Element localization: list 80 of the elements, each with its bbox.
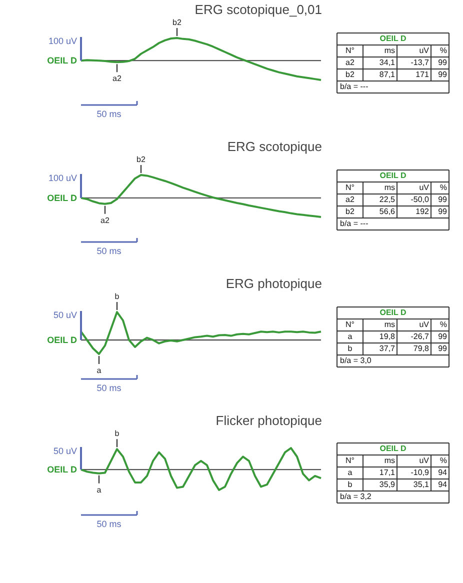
text: b: [348, 480, 353, 489]
text: OEIL D: [47, 464, 78, 475]
text: OEIL D: [380, 171, 406, 180]
text: -10,9: [410, 468, 430, 477]
text: 171: [416, 70, 430, 79]
text: 17,1: [379, 468, 396, 477]
text: 99: [438, 332, 448, 341]
text: b2: [136, 155, 146, 164]
chart-title: ERG scotopique_0,01: [194, 2, 322, 18]
text: a: [348, 332, 353, 341]
text: OEIL D: [380, 308, 406, 317]
text: 37,7: [379, 344, 396, 353]
text: %: [440, 456, 447, 465]
text: 100 uV: [48, 173, 77, 183]
text: 50 ms: [96, 109, 122, 119]
text: 94: [438, 480, 448, 489]
text: OEIL D: [380, 444, 406, 453]
text: N°: [346, 46, 354, 55]
text: uV: [419, 183, 430, 192]
text: OEIL D: [380, 34, 406, 43]
text: uV: [419, 320, 430, 329]
text: a: [348, 468, 353, 477]
chart-title: Flicker photopique: [216, 413, 322, 428]
text: 56,6: [379, 207, 396, 216]
text: OEIL D: [47, 56, 78, 66]
text: ms: [384, 320, 395, 329]
text: 100 uV: [48, 36, 77, 46]
text: %: [440, 320, 447, 329]
annotation: a2: [100, 216, 110, 225]
chart-title: ERG photopique: [226, 276, 322, 292]
text: b2: [346, 207, 355, 216]
text: ms: [384, 183, 395, 192]
text: 35,9: [379, 480, 396, 489]
text: 19,8: [379, 332, 396, 341]
text: 99: [438, 195, 448, 204]
text: a2: [346, 195, 355, 204]
text: %: [440, 46, 447, 55]
text: OEIL D: [47, 334, 78, 345]
text: 22,5: [379, 195, 396, 204]
text: b/a = 3,0: [340, 356, 372, 365]
text: b/a = ---: [340, 82, 369, 91]
text: OEIL D: [47, 192, 78, 203]
text: 99: [438, 58, 448, 67]
text: 50 uV: [53, 446, 77, 456]
text: uV: [419, 46, 430, 55]
text: b: [114, 429, 120, 438]
text: ms: [384, 46, 395, 55]
text: N°: [346, 183, 354, 192]
text: 99: [438, 344, 448, 353]
text: b: [114, 292, 120, 302]
text: 50 ms: [96, 383, 122, 393]
text: 34,1: [379, 58, 396, 67]
text: 87,1: [379, 70, 396, 79]
annotation: a: [96, 485, 102, 494]
text: 50 uV: [53, 310, 77, 320]
text: b/a = ---: [340, 219, 369, 228]
text: 99: [438, 207, 448, 216]
text: 99: [438, 70, 448, 79]
annotation: a2: [112, 74, 122, 84]
chart-title: ERG scotopique: [227, 139, 322, 154]
text: 94: [438, 468, 448, 477]
text: b2: [172, 18, 182, 28]
text: %: [440, 183, 447, 192]
text: N°: [346, 456, 354, 465]
text: a2: [346, 58, 355, 67]
text: -13,7: [410, 58, 430, 67]
text: b2: [346, 70, 355, 79]
text: b/a = 3,2: [340, 492, 372, 501]
text: 50 ms: [96, 519, 122, 529]
text: -50,0: [410, 195, 430, 204]
text: 50 ms: [96, 246, 122, 256]
text: 79,8: [413, 344, 430, 353]
text: 192: [416, 207, 430, 216]
text: a: [96, 366, 102, 375]
text: N°: [346, 320, 354, 329]
text: ms: [384, 456, 395, 465]
text: 35,1: [413, 480, 430, 489]
text: b: [348, 344, 353, 353]
text: uV: [419, 456, 430, 465]
text: -26,7: [410, 332, 430, 341]
